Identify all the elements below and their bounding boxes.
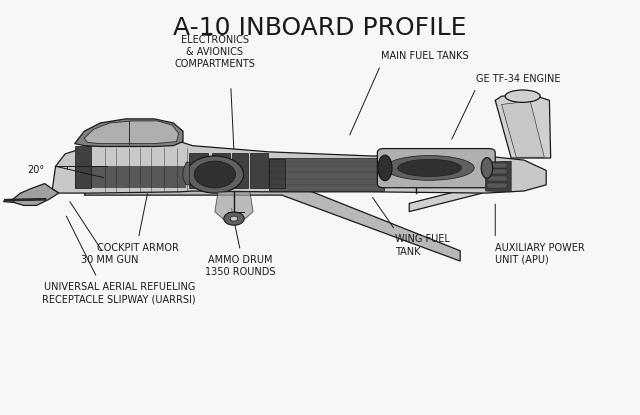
Polygon shape bbox=[269, 158, 384, 191]
Text: UNIVERSAL AERIAL REFUELING
RECEPTACLE SLIPWAY (UARRSI): UNIVERSAL AERIAL REFUELING RECEPTACLE SL… bbox=[42, 282, 196, 304]
FancyBboxPatch shape bbox=[487, 169, 508, 174]
Text: MAIN FUEL TANKS: MAIN FUEL TANKS bbox=[381, 51, 468, 61]
Polygon shape bbox=[502, 101, 544, 157]
Polygon shape bbox=[486, 161, 511, 192]
Ellipse shape bbox=[385, 156, 474, 180]
Polygon shape bbox=[495, 94, 550, 158]
Ellipse shape bbox=[505, 90, 540, 103]
Text: 30 MM GUN: 30 MM GUN bbox=[81, 255, 138, 265]
Polygon shape bbox=[52, 142, 546, 193]
FancyBboxPatch shape bbox=[250, 153, 268, 188]
Text: AUXILIARY POWER
UNIT (APU): AUXILIARY POWER UNIT (APU) bbox=[495, 242, 585, 265]
Polygon shape bbox=[215, 192, 253, 222]
FancyBboxPatch shape bbox=[378, 149, 495, 188]
Ellipse shape bbox=[186, 156, 244, 193]
FancyBboxPatch shape bbox=[487, 183, 508, 188]
FancyBboxPatch shape bbox=[189, 153, 209, 188]
Polygon shape bbox=[84, 121, 179, 144]
Polygon shape bbox=[84, 185, 460, 261]
Polygon shape bbox=[13, 183, 59, 205]
FancyBboxPatch shape bbox=[269, 159, 285, 188]
Text: ELECTRONICS
& AVIONICS
COMPARTMENTS: ELECTRONICS & AVIONICS COMPARTMENTS bbox=[175, 34, 255, 69]
Text: A-10 INBOARD PROFILE: A-10 INBOARD PROFILE bbox=[173, 16, 467, 40]
Text: 20°: 20° bbox=[28, 165, 45, 175]
Ellipse shape bbox=[397, 159, 461, 177]
Text: GE TF-34 ENGINE: GE TF-34 ENGINE bbox=[476, 74, 561, 84]
Polygon shape bbox=[409, 185, 483, 212]
Ellipse shape bbox=[481, 158, 493, 178]
Polygon shape bbox=[75, 119, 183, 146]
Ellipse shape bbox=[224, 212, 244, 225]
Text: COCKPIT ARMOR: COCKPIT ARMOR bbox=[97, 242, 179, 253]
Polygon shape bbox=[75, 166, 186, 188]
FancyBboxPatch shape bbox=[487, 163, 508, 168]
Ellipse shape bbox=[378, 155, 392, 181]
Ellipse shape bbox=[194, 161, 236, 188]
Text: AMMO DRUM
1350 ROUNDS: AMMO DRUM 1350 ROUNDS bbox=[205, 255, 276, 277]
Polygon shape bbox=[3, 199, 14, 203]
FancyBboxPatch shape bbox=[232, 153, 248, 188]
Text: WING FUEL
TANK: WING FUEL TANK bbox=[395, 234, 450, 257]
Polygon shape bbox=[4, 198, 46, 201]
Ellipse shape bbox=[230, 216, 238, 221]
Polygon shape bbox=[183, 162, 189, 185]
FancyBboxPatch shape bbox=[487, 176, 508, 181]
Polygon shape bbox=[75, 146, 91, 188]
FancyBboxPatch shape bbox=[212, 153, 230, 188]
